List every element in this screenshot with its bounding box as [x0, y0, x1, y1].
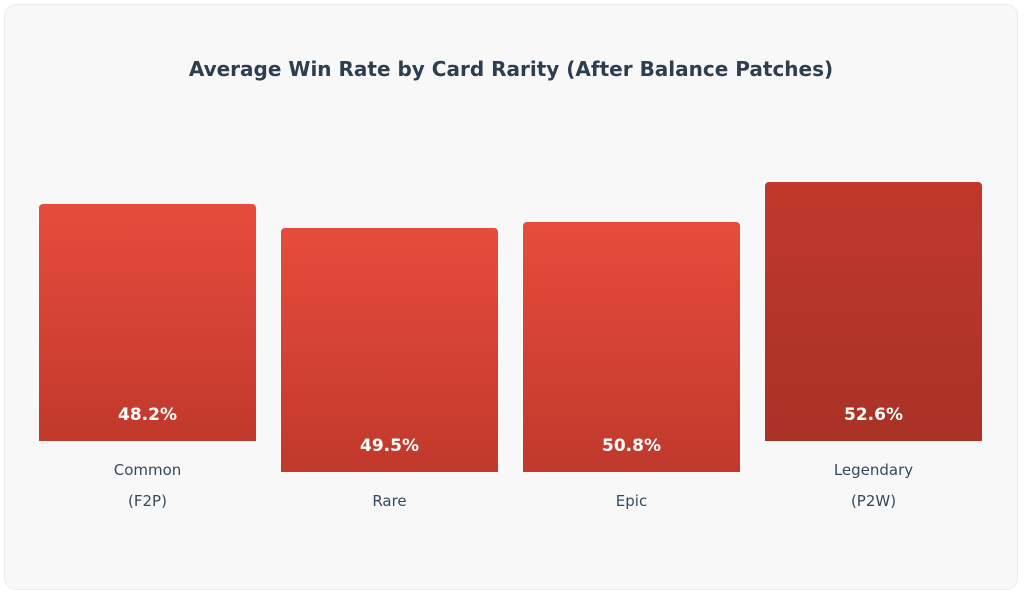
plot-area: 48.2% Common (F2P) 49.5% Rare 50.8% Epic 52.6% L… — [39, 105, 986, 517]
category-label: Epic — [523, 486, 740, 517]
data-label: 50.8% — [602, 436, 661, 456]
bar-column: 52.6% Legendary (P2W) — [765, 182, 982, 517]
bar-column: 48.2% Common (F2P) — [39, 203, 256, 517]
bar-column: 49.5% Rare — [281, 228, 498, 517]
tick-label: (F2P) — [128, 492, 167, 510]
tick-label: Legendary — [833, 461, 914, 479]
tick-label: (P2W) — [850, 492, 897, 510]
chart-title: Average Win Rate by Card Rarity (After B… — [188, 57, 834, 81]
tick-label: Rare — [372, 492, 407, 510]
category-label: Common (F2P) — [39, 455, 256, 517]
data-label: 49.5% — [360, 436, 419, 456]
tick-label: Common — [113, 461, 182, 479]
bar: 48.2% — [39, 203, 256, 441]
data-label: 52.6% — [844, 405, 903, 425]
bar: 49.5% — [281, 228, 498, 472]
data-label: 48.2% — [118, 405, 177, 425]
bar: 50.8% — [523, 222, 740, 472]
category-label: Rare — [281, 486, 498, 517]
chart-card: Average Win Rate by Card Rarity (After B… — [4, 4, 1018, 590]
category-label: Legendary (P2W) — [765, 455, 982, 517]
tick-label: Epic — [615, 492, 648, 510]
bar: 52.6% — [765, 182, 982, 441]
bar-column: 50.8% Epic — [523, 222, 740, 517]
